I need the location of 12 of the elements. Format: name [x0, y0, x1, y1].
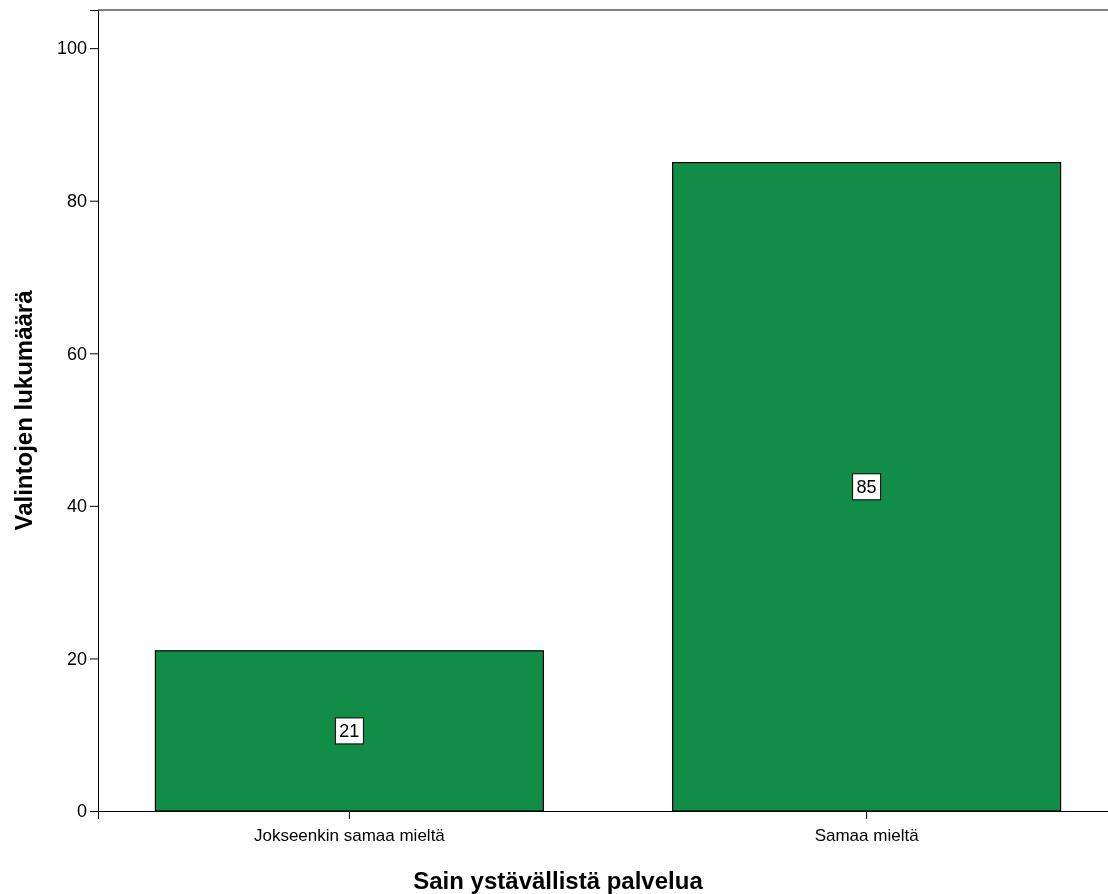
- y-tick-label: 0: [76, 801, 87, 822]
- x-tick-label: Jokseenkin samaa mieltä: [253, 825, 446, 845]
- y-tick-label: 100: [56, 38, 87, 59]
- data-label: 85: [856, 476, 877, 497]
- x-axis-title: Sain ystävällistä palvelua: [413, 867, 704, 894]
- y-axis-title: Valintojen lukumäärä: [10, 289, 37, 531]
- x-tick-label: Samaa mieltä: [814, 825, 920, 845]
- y-tick-label: 80: [66, 190, 87, 211]
- data-label: 21: [339, 720, 360, 741]
- y-tick-label: 20: [66, 648, 87, 669]
- y-tick-label: 40: [66, 496, 87, 517]
- y-tick-label: 60: [66, 343, 87, 364]
